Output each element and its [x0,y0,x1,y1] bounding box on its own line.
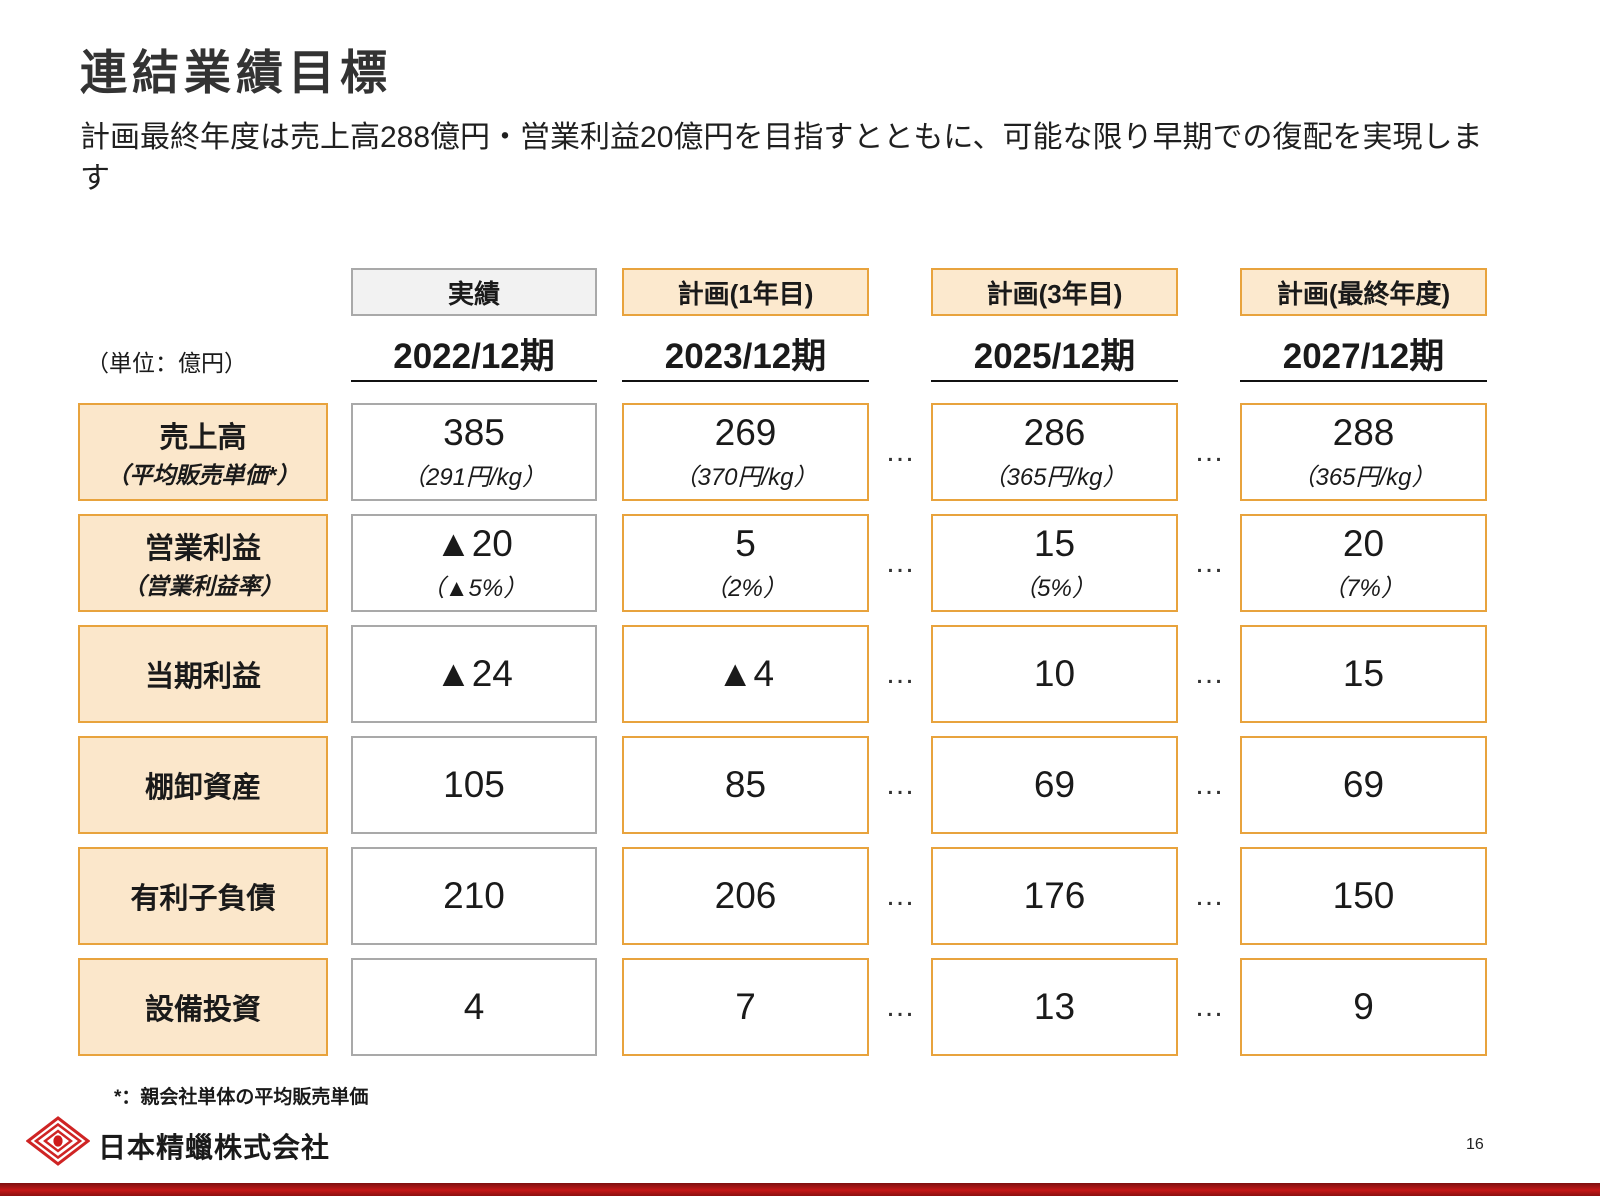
cell-value: 286 [1023,412,1086,453]
cell-value: 288 [1332,412,1395,453]
ellipsis: … [1194,546,1224,579]
row-label-text: 当期利益 [144,661,261,693]
ellipsis: … [1194,435,1224,468]
cell-value: 15 [1033,523,1076,564]
row-label-inventory: 棚卸資産 [78,736,328,834]
table-cell: 286 （365円/kg） [931,403,1178,501]
row-label-text: 設備投資 [144,994,261,1026]
cell-value: ▲4 [716,653,775,694]
cell-value: 210 [443,875,505,916]
ellipsis: … [885,990,915,1023]
cell-value: 69 [1033,764,1076,805]
footer-accent-bar [0,1183,1600,1196]
cell-subvalue: （7%） [1322,575,1405,602]
cell-value: 13 [1033,986,1076,1027]
cell-subvalue: （2%） [704,575,787,602]
cell-subvalue: （291円/kg） [401,464,547,491]
cell-value: 176 [1023,875,1086,916]
table-cell: ▲24 [351,625,597,723]
table-cell: 13 [931,958,1178,1056]
row-label-sales: 売上高 （平均販売単価*） [78,403,328,501]
cell-value: 105 [443,764,505,805]
cell-value: 69 [1342,764,1385,805]
table-cell: 176 [931,847,1178,945]
ellipsis: … [1194,657,1224,690]
ellipsis: … [885,435,915,468]
cell-value: 385 [443,412,505,453]
table-cell: 69 [931,736,1178,834]
cell-value: 15 [1342,653,1385,694]
row-label-operating-profit: 営業利益 （営業利益率） [78,514,328,612]
table-cell: 20 （7%） [1240,514,1487,612]
cell-subvalue: （▲5%） [420,575,528,602]
period-header-2027: 2027/12期 [1240,326,1487,382]
period-header-2022: 2022/12期 [351,326,597,382]
table-cell: 206 [622,847,869,945]
ellipsis: … [885,768,915,801]
slide-subtitle: 計画最終年度は売上高288億円・営業利益20億円を目指すとともに、可能な限り早期… [80,121,1483,195]
company-name: 日本精蠟株式会社 [98,1132,331,1163]
period-header-2025: 2025/12期 [931,326,1178,382]
cell-value: 206 [714,875,777,916]
page-number: 16 [1466,1136,1484,1153]
table-cell: 15 （5%） [931,514,1178,612]
column-tag-actual: 実績 [351,268,597,316]
row-sublabel-text: （平均販売単価*） [106,462,300,488]
cell-value: 9 [1353,986,1374,1027]
cell-value: 7 [735,986,756,1027]
ellipsis: … [1194,768,1224,801]
ellipsis: … [1194,879,1224,912]
table-cell: 69 [1240,736,1487,834]
period-header-2023: 2023/12期 [622,326,869,382]
table-cell: ▲20 （▲5%） [351,514,597,612]
footnote: *：親会社単体の平均販売単価 [114,1087,369,1108]
table-cell: 288 （365円/kg） [1240,403,1487,501]
table-cell: 150 [1240,847,1487,945]
table-cell: 269 （370円/kg） [622,403,869,501]
row-label-text: 棚卸資産 [144,772,261,804]
cell-value: ▲20 [435,523,513,564]
cell-value: ▲24 [435,653,513,694]
row-label-text: 有利子負債 [130,883,276,915]
column-tag-plan-year3: 計画(3年目) [931,268,1178,316]
table-cell: ▲4 [622,625,869,723]
page-title: 連結業績目標 [80,46,392,99]
company-logo-icon [26,1116,90,1166]
table-cell: 385 （291円/kg） [351,403,597,501]
row-label-text: 売上高 [159,422,247,454]
table-cell: 4 [351,958,597,1056]
table-cell: 85 [622,736,869,834]
cell-value: 150 [1332,875,1395,916]
table-cell: 5 （2%） [622,514,869,612]
table-cell: 7 [622,958,869,1056]
table-cell: 10 [931,625,1178,723]
cell-value: 5 [735,523,756,564]
cell-value: 20 [1342,523,1385,564]
cell-value: 4 [463,986,485,1027]
table-cell: 15 [1240,625,1487,723]
ellipsis: … [885,879,915,912]
column-tag-plan-final: 計画(最終年度) [1240,268,1487,316]
unit-note: （単位：億円） [86,350,247,376]
table-cell: 105 [351,736,597,834]
row-label-text: 営業利益 [144,533,261,565]
row-sublabel-text: （営業利益率） [122,573,284,599]
cell-value: 85 [724,764,767,805]
column-tag-plan-year1: 計画(1年目) [622,268,869,316]
cell-value: 269 [714,412,777,453]
cell-subvalue: （365円/kg） [982,464,1127,491]
row-label-net-income: 当期利益 [78,625,328,723]
cell-value: 10 [1033,653,1076,694]
row-label-capex: 設備投資 [78,958,328,1056]
ellipsis: … [885,657,915,690]
table-cell: 9 [1240,958,1487,1056]
ellipsis: … [1194,990,1224,1023]
row-label-interest-bearing-debt: 有利子負債 [78,847,328,945]
cell-subvalue: （370円/kg） [673,464,818,491]
table-cell: 210 [351,847,597,945]
ellipsis: … [885,546,915,579]
cell-subvalue: （365円/kg） [1291,464,1436,491]
cell-subvalue: （5%） [1013,575,1096,602]
